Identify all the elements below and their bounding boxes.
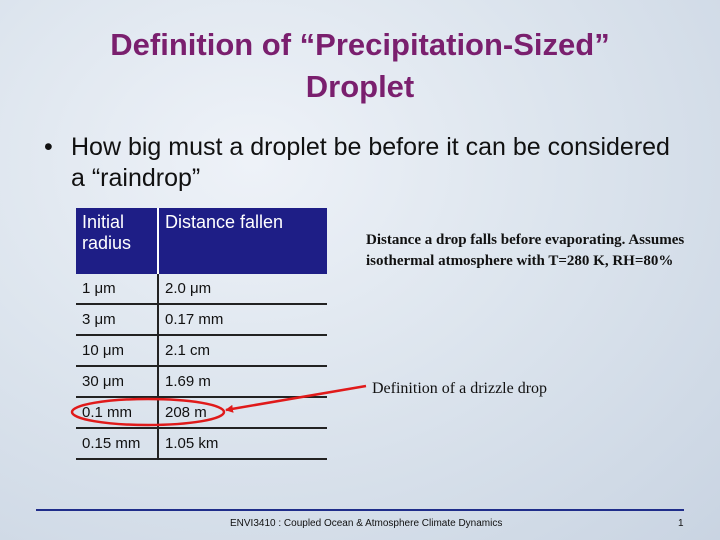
bullet-marker: • xyxy=(44,133,53,161)
cell-distance: 0.17 mm xyxy=(158,304,327,336)
table-row: 30 μm 1.69 m xyxy=(76,366,327,398)
table-row: 0.15 mm 1.05 km xyxy=(76,428,327,460)
title-line-2: Droplet xyxy=(305,69,415,104)
title-line-1: Definition of “Precipitation-Sized” xyxy=(110,27,610,62)
evaporation-note: Distance a drop falls before evaporating… xyxy=(366,232,685,269)
drizzle-highlight-ellipse xyxy=(70,397,226,427)
footer-divider xyxy=(36,509,684,511)
page-number: 1 xyxy=(678,518,684,529)
header-distance-fallen: Distance fallen xyxy=(158,208,327,274)
drizzle-arrow xyxy=(225,384,367,413)
bullet-text: How big must a droplet be before it can … xyxy=(71,133,670,192)
table-header-row: Initial radius Distance fallen xyxy=(76,208,327,274)
slide-title: Definition of “Precipitation-Sized” Drop… xyxy=(40,24,680,108)
cell-radius: 10 μm xyxy=(76,335,159,367)
cell-radius: 0.1 mm xyxy=(76,397,159,429)
cell-radius: 30 μm xyxy=(76,366,159,398)
footer-course: ENVI3410 : Coupled Ocean & Atmosphere Cl… xyxy=(230,518,503,529)
cell-distance: 1.05 km xyxy=(158,428,327,460)
cell-distance: 2.0 μm xyxy=(158,274,327,305)
cell-radius: 3 μm xyxy=(76,304,159,336)
table-row: 10 μm 2.1 cm xyxy=(76,335,327,367)
cell-distance: 2.1 cm xyxy=(158,335,327,367)
table-row: 3 μm 0.17 mm xyxy=(76,304,327,336)
header-initial-radius: Initial radius xyxy=(76,208,159,274)
cell-distance: 1.69 m xyxy=(158,366,327,398)
drizzle-label: Definition of a drizzle drop xyxy=(372,380,548,397)
cell-radius: 1 μm xyxy=(76,274,159,305)
cell-radius: 0.15 mm xyxy=(76,428,159,460)
table-row: 1 μm 2.0 μm xyxy=(76,274,327,305)
